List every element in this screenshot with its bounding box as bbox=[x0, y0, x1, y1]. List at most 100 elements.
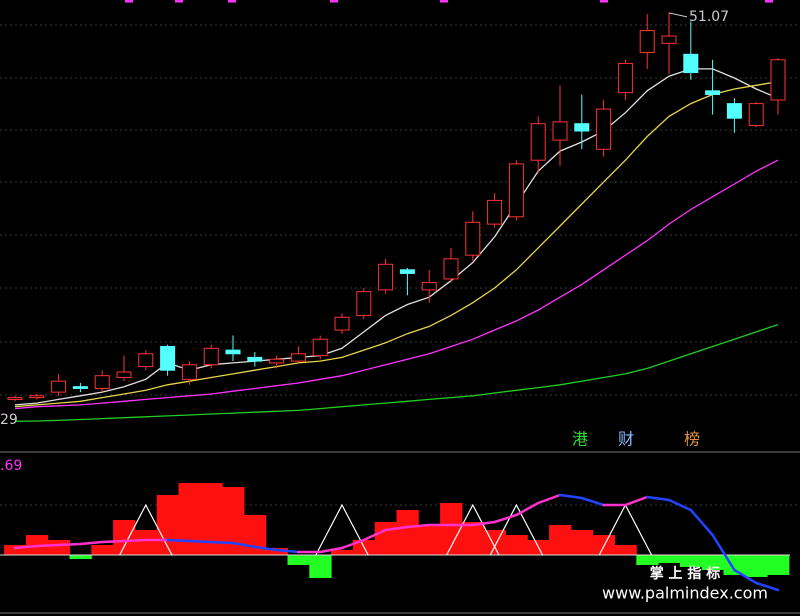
indicator-line bbox=[384, 525, 409, 532]
indicator-line bbox=[79, 540, 104, 546]
indicator-line bbox=[275, 548, 300, 554]
indicator-line bbox=[340, 538, 366, 550]
histogram-bar bbox=[4, 545, 27, 555]
histogram-bar bbox=[309, 555, 332, 578]
ma-line bbox=[14, 68, 779, 406]
histogram-bar bbox=[265, 548, 288, 555]
signal bbox=[119, 503, 173, 556]
indicator-line bbox=[100, 539, 126, 544]
histogram-bar bbox=[91, 545, 114, 555]
candle-body bbox=[334, 316, 350, 331]
candle-body bbox=[552, 121, 568, 141]
histogram-bar bbox=[701, 555, 724, 570]
candle-body bbox=[617, 62, 633, 94]
histogram-bar bbox=[374, 522, 397, 555]
histogram-bar bbox=[440, 503, 463, 555]
histogram-bar bbox=[287, 555, 310, 565]
candle-body bbox=[72, 386, 88, 389]
candle-body bbox=[661, 35, 677, 44]
candle-body bbox=[399, 269, 415, 274]
candle-body bbox=[181, 364, 197, 380]
candle-body bbox=[487, 199, 503, 225]
tag: 财 bbox=[618, 430, 634, 449]
ma-line bbox=[14, 323, 779, 422]
histogram-bar bbox=[767, 555, 790, 575]
candle-body bbox=[7, 397, 23, 400]
histogram-bar bbox=[113, 520, 136, 555]
candle-body bbox=[312, 338, 328, 357]
indicator-line bbox=[493, 513, 518, 524]
histogram-bar bbox=[222, 487, 245, 555]
indicator-line bbox=[406, 523, 431, 529]
indicator-line bbox=[515, 501, 540, 517]
candle-body bbox=[160, 345, 176, 371]
candle-body bbox=[138, 353, 154, 368]
histogram-bar bbox=[134, 530, 158, 555]
indicator-line bbox=[667, 498, 693, 512]
candle-body bbox=[726, 103, 742, 119]
indicator-label: .69 bbox=[0, 458, 22, 474]
indicator-line bbox=[624, 495, 649, 507]
histogram-bar bbox=[418, 525, 441, 555]
indicator-line bbox=[711, 533, 736, 572]
candle-body bbox=[378, 263, 394, 291]
indicator-line bbox=[536, 493, 562, 505]
candle-body bbox=[639, 30, 655, 53]
candle-body bbox=[29, 395, 45, 399]
indicator-line bbox=[166, 538, 191, 543]
signal bbox=[489, 503, 544, 556]
candle-body bbox=[596, 108, 612, 150]
histogram-bar bbox=[636, 555, 659, 565]
histogram-bar bbox=[679, 555, 703, 567]
ma-line bbox=[14, 159, 779, 410]
tag: 港 bbox=[572, 430, 588, 449]
indicator-line bbox=[733, 568, 758, 585]
histogram-bar bbox=[461, 522, 485, 555]
indicator-line bbox=[13, 544, 39, 550]
histogram-bar bbox=[614, 545, 637, 555]
signal bbox=[446, 503, 500, 556]
candle-body bbox=[225, 349, 241, 355]
candle-body bbox=[574, 123, 590, 132]
histogram-bar bbox=[570, 530, 594, 555]
histogram-bar bbox=[505, 535, 528, 555]
indicator-line bbox=[754, 581, 780, 592]
tag: 榜 bbox=[684, 430, 700, 449]
annotation-arrow bbox=[668, 12, 688, 18]
indicator-line bbox=[35, 543, 60, 548]
candle-body bbox=[356, 291, 372, 316]
candle-body bbox=[508, 163, 524, 218]
histogram-bar bbox=[483, 530, 506, 555]
indicator-line bbox=[188, 539, 213, 544]
indicator-line bbox=[645, 495, 671, 502]
candle-body bbox=[247, 356, 263, 362]
histogram-bar bbox=[396, 510, 419, 555]
indicator-line bbox=[209, 540, 235, 545]
candle-body bbox=[465, 221, 481, 256]
histogram-bar bbox=[331, 550, 354, 555]
candle-body bbox=[530, 123, 546, 161]
high-label: 51.07 bbox=[689, 9, 729, 25]
histogram-bar bbox=[745, 555, 768, 577]
site: www.palmindex.com bbox=[602, 584, 768, 603]
candle-body bbox=[290, 353, 306, 362]
indicator-line bbox=[231, 541, 257, 549]
indicator-line bbox=[471, 520, 496, 527]
histogram-bar bbox=[178, 483, 201, 555]
candle-body bbox=[443, 258, 459, 280]
indicator-line bbox=[57, 542, 82, 547]
candle-body bbox=[683, 53, 699, 74]
candle-body bbox=[269, 358, 285, 364]
indicator-line bbox=[122, 538, 148, 543]
indicator-line bbox=[689, 508, 714, 537]
candle-body bbox=[770, 59, 786, 101]
indicator-line bbox=[253, 545, 278, 552]
signal bbox=[315, 503, 369, 556]
histogram-bar bbox=[47, 540, 70, 555]
indicator-line bbox=[318, 546, 344, 554]
indicator-line bbox=[558, 493, 584, 500]
ma-line bbox=[14, 81, 779, 408]
candle-body bbox=[51, 380, 67, 393]
